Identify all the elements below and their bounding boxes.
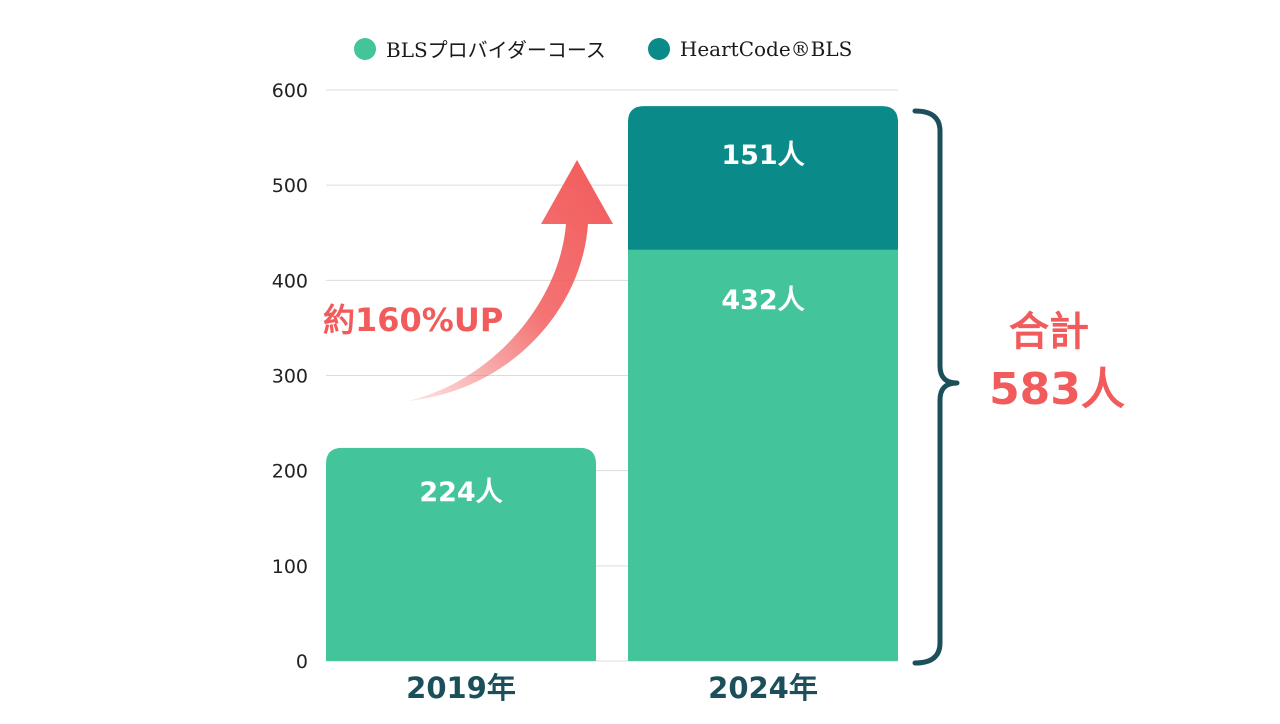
y-tick-label-100: 100	[272, 556, 308, 578]
bar-label-2019年-BLSプロバイダーコース: 224人	[419, 477, 502, 508]
y-tick-label-200: 200	[272, 461, 308, 483]
legend-item-heartcode-bls: HeartCode®BLS	[647, 36, 853, 61]
y-tick-label-500: 500	[272, 175, 308, 197]
growth-label: 約160%UP	[323, 301, 503, 339]
y-tick-label-300: 300	[272, 366, 308, 388]
label-layer: 224人 2019年 432人 151人 2024年	[406, 140, 818, 705]
legend-item-bls-provider: BLSプロバイダーコース	[354, 34, 606, 63]
total-label: 合計	[1009, 309, 1089, 355]
y-tick-label-400: 400	[272, 270, 308, 292]
bar-2019年-BLSプロバイダーコース	[326, 447, 596, 661]
legend-swatch-bls-provider	[354, 37, 376, 60]
legend-swatch-heartcode-bls	[647, 37, 670, 60]
growth-arrow	[408, 160, 613, 401]
y-tick-label-0: 0	[296, 651, 308, 673]
total-brace	[912, 108, 960, 666]
bar-label-2024年-BLSプロバイダーコース: 432人	[721, 285, 804, 316]
bar-label-2024年-HeartCode®BLS: 151人	[721, 140, 804, 171]
bar-2024年-HeartCode®BLS	[628, 106, 898, 250]
bar-2024年-BLSプロバイダーコース	[628, 249, 898, 661]
chart-legend: BLSプロバイダーコース HeartCode®BLS	[354, 34, 852, 63]
bar-layer	[326, 106, 898, 661]
total-value: 583人	[989, 364, 1125, 415]
legend-label-heartcode-bls: HeartCode®BLS	[679, 36, 853, 61]
y-tick-label-600: 600	[272, 80, 308, 102]
category-label-2024年: 2024年	[708, 671, 818, 705]
category-label-2019年: 2019年	[406, 671, 516, 705]
legend-label-bls-provider: BLSプロバイダーコース	[386, 38, 606, 62]
annotation-layer: 約160%UP 合計 583人	[323, 108, 1125, 666]
